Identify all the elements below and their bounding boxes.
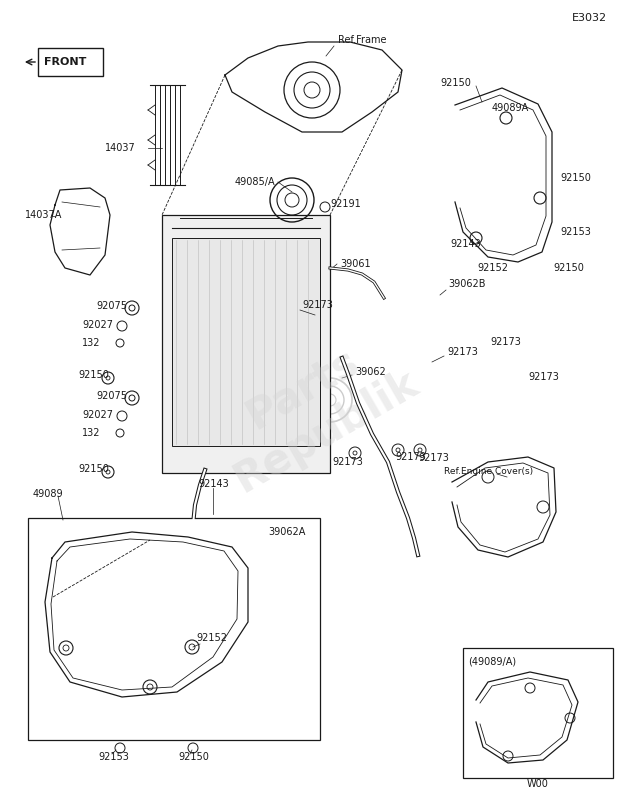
Text: 92173: 92173	[528, 372, 559, 382]
Text: 92152: 92152	[477, 263, 508, 273]
Text: FRONT: FRONT	[44, 57, 87, 67]
Text: 92150: 92150	[178, 752, 209, 762]
Bar	[463, 648, 613, 778]
Text: 92153: 92153	[560, 227, 591, 237]
Text: 132: 132	[82, 428, 100, 438]
Text: 92152: 92152	[196, 633, 227, 643]
Text: 14037: 14037	[105, 143, 136, 153]
Bar	[172, 238, 320, 446]
Text: Ref.Engine Cover(s): Ref.Engine Cover(s)	[444, 467, 533, 477]
Text: 92173: 92173	[447, 347, 478, 357]
Text: 49089A: 49089A	[492, 103, 529, 113]
Text: 39061: 39061	[340, 259, 371, 269]
Text: 39062B: 39062B	[448, 279, 485, 289]
Text: 92150: 92150	[560, 173, 591, 183]
Text: 49085/A: 49085/A	[235, 177, 276, 187]
Text: 92173: 92173	[332, 457, 363, 467]
FancyBboxPatch shape	[38, 48, 103, 76]
Text: 92173: 92173	[418, 453, 449, 463]
Text: Parts
Republik: Parts Republik	[202, 319, 426, 501]
Text: 39062A: 39062A	[268, 527, 305, 537]
Text: W00: W00	[527, 779, 549, 789]
Bar	[28, 518, 320, 740]
Text: 92143: 92143	[450, 239, 481, 249]
Text: 92150: 92150	[78, 464, 109, 474]
Text: 49089: 49089	[33, 489, 63, 499]
Text: 92173: 92173	[395, 452, 426, 462]
Text: E3032: E3032	[572, 13, 607, 23]
Text: 92075: 92075	[96, 391, 127, 401]
Text: 39062: 39062	[355, 367, 386, 377]
Text: 92150: 92150	[440, 78, 471, 88]
Text: 92150: 92150	[78, 370, 109, 380]
Text: 92143: 92143	[198, 479, 229, 489]
Text: 92027: 92027	[82, 320, 113, 330]
Text: Ref.Frame: Ref.Frame	[338, 35, 386, 45]
Bar	[162, 215, 330, 473]
Text: 92191: 92191	[330, 199, 360, 209]
Text: 92150: 92150	[553, 263, 584, 273]
Text: (49089/A): (49089/A)	[468, 657, 516, 667]
Text: 92173: 92173	[490, 337, 521, 347]
Text: 92075: 92075	[96, 301, 127, 311]
Text: 92153: 92153	[98, 752, 129, 762]
Text: 92027: 92027	[82, 410, 113, 420]
Text: 132: 132	[82, 338, 100, 348]
Text: 92173: 92173	[302, 300, 333, 310]
Text: 14037A: 14037A	[25, 210, 62, 220]
